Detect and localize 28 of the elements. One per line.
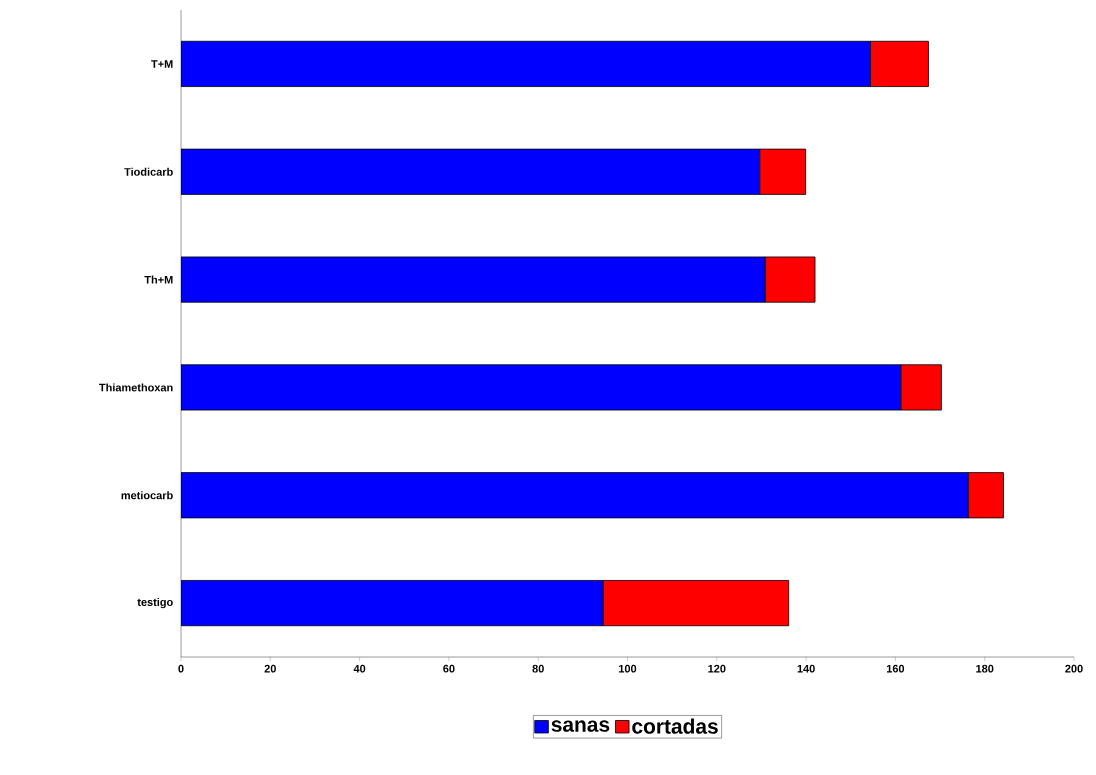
y-tick-label: metiocarb — [121, 491, 173, 500]
x-tick-label: 80 — [532, 664, 544, 673]
bar — [181, 364, 902, 411]
x-tick-label: 100 — [619, 664, 637, 673]
x-tick-label: 160 — [886, 664, 905, 673]
bar — [181, 148, 761, 195]
bar — [181, 256, 766, 303]
bar — [764, 256, 816, 303]
x-tick-label: 140 — [797, 664, 815, 673]
x-tick-label: 40 — [353, 664, 366, 673]
x-tick-label: 20 — [264, 664, 276, 673]
bar — [181, 472, 969, 519]
y-tick-label: Th+M — [144, 275, 173, 284]
bar — [900, 364, 942, 411]
bar — [181, 40, 871, 87]
legend-label: cortadas — [632, 718, 718, 734]
legend-label: sanas — [551, 720, 610, 732]
x-tick-label: 200 — [1065, 664, 1083, 673]
bar — [181, 580, 604, 627]
x-tick-label: 180 — [976, 664, 994, 673]
x-tick-label: 0 — [178, 664, 184, 673]
x-tick-label: 60 — [443, 664, 455, 673]
bar — [759, 148, 807, 195]
y-tick-label: testigo — [137, 597, 173, 609]
y-tick-label: T+M — [151, 60, 173, 68]
y-tick-label: Tiodicarb — [124, 167, 173, 176]
x-tick-label: 120 — [708, 664, 726, 673]
y-tick-label: Thiamethoxan — [99, 383, 173, 392]
